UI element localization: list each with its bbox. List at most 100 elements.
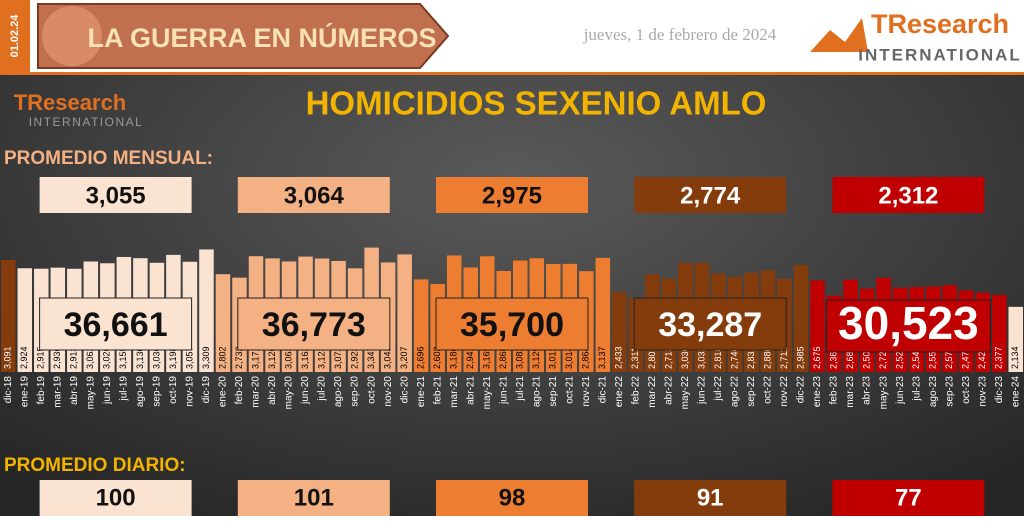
bar-value-label: 3,012 [548,346,558,369]
x-tick-label: mar-23 [845,376,856,408]
bar-value-label: 2,746 [729,346,739,369]
x-tick-label: mar-20 [251,376,262,408]
x-tick-label: may-21 [482,376,493,410]
x-tick-label: oct-22 [763,376,774,404]
bar-value-label: 3,169 [482,346,492,369]
bar-value-label: 3,036 [151,346,161,369]
x-tick-label: abr-21 [465,376,476,405]
bar-value-label: 2,540 [911,346,921,369]
logo-small-brand: TResearch [14,90,127,115]
bar-value-label: 2,868 [498,346,508,369]
bar-value-label: 2,818 [713,346,723,369]
x-tick-label: feb-21 [432,376,443,405]
x-tick-label: nov-23 [977,376,988,407]
x-tick-label: ago-20 [333,376,344,408]
bar-value-label: 3,309 [201,346,211,369]
bar-value-label: 3,186 [449,346,459,369]
daily-avg-box [832,480,985,516]
bar-value-label: 3,014 [564,346,574,369]
logo-sub: INTERNATIONAL [858,45,1022,64]
bar-value-label: 2,924 [19,346,29,369]
bar-value-label: 3,026 [102,346,112,369]
x-tick-label: ago-22 [730,376,741,408]
x-tick-label: dic-21 [597,376,608,404]
bar-value-label: 2,602 [432,346,442,369]
monthly-label: PROMEDIO MENSUAL: [4,148,213,169]
x-tick-label: sep-22 [746,376,757,407]
bar-value-label: 3,032 [696,346,706,369]
bar-value-label: 2,311 [630,347,640,369]
monthly-avg-box [634,177,787,213]
x-tick-label: sep-19 [152,376,163,407]
bar-value-label: 2,915 [36,346,46,369]
bar-value-label: 2,985 [795,346,805,369]
bar-value-label: 2,711 [779,347,789,369]
daily-avg: 98 [499,484,526,511]
bar-value-label: 3,063 [283,346,293,369]
monthly-avg: 2,774 [680,182,741,209]
monthly-avg-box [436,177,588,213]
bar-value-label: 2,552 [928,346,938,369]
date-vertical: 01.02.24 [9,14,21,58]
bar-value-label: 2,913 [69,346,79,369]
monthly-avg-box [237,177,390,213]
total-box [435,297,589,351]
bar-value-label: 2,729 [878,346,888,369]
bar-value-label: 3,126 [267,346,277,369]
x-tick-label: sep-23 [944,376,955,407]
monthly-avg: 3,064 [284,182,345,209]
x-tick-label: oct-20 [366,376,377,404]
bar [793,265,809,372]
bar-value-label: 3,137 [597,346,607,369]
logo-small-sub: INTERNATIONAL [29,115,144,129]
bar [413,279,429,372]
x-tick-label: jul-23 [911,376,922,402]
bar-value-label: 2,802 [217,346,227,369]
x-tick-label: ene-19 [19,376,30,408]
bar [17,268,33,372]
bar-value-label: 2,880 [762,346,772,369]
x-tick-label: ene-20 [218,376,229,408]
banner-title: LA GUERRA EN NÚMEROS [87,22,436,53]
date-strip [0,0,30,72]
bar-value-label: 3,155 [118,346,128,369]
x-tick-label: may-19 [85,376,96,410]
annual-total: 30,523 [838,297,979,349]
bar-value-label: 3,171 [250,346,260,369]
bar-value-label: 3,347 [366,346,376,369]
x-tick-label: nov-19 [185,376,196,407]
x-tick-label: ene-22 [614,376,625,408]
bar-value-label: 3,036 [680,346,690,369]
x-tick-label: ago-19 [135,376,146,408]
x-tick-label: feb-22 [631,376,642,405]
bar-value-label: 2,362 [828,346,838,369]
bar-value-label: 3,207 [399,346,409,369]
bar-value-label: 2,377 [994,346,1004,369]
total-box [825,299,991,353]
daily-avg: 101 [294,484,334,511]
x-tick-label: sep-21 [548,376,559,407]
bar-value-label: 2,864 [581,346,591,369]
daily-avg-box [634,480,787,516]
annual-total: 36,661 [64,306,168,344]
x-tick-label: may-22 [680,376,691,410]
header-line [0,72,1024,75]
x-tick-label: jul-20 [317,376,328,402]
x-tick-label: feb-23 [829,376,840,405]
bar-value-label: 3,091 [3,346,13,369]
bar [199,249,214,372]
x-tick-label: may-20 [284,376,295,410]
bar-value-label: 3,129 [531,346,541,369]
bar [612,292,627,372]
total-box [39,297,193,351]
bar-value-label: 2,696 [416,346,426,369]
bar-value-label: 2,941 [465,346,475,369]
x-tick-label: dic-22 [796,376,807,404]
x-tick-label: may-23 [878,376,889,410]
bar [991,294,1007,372]
x-tick-label: jun-21 [498,376,509,405]
daily-label: PROMEDIO DIARIO: [4,455,186,476]
bar-value-label: 2,923 [349,346,359,369]
bar-value-label: 3,123 [316,346,326,369]
bar-value-label: 3,130 [135,346,145,369]
